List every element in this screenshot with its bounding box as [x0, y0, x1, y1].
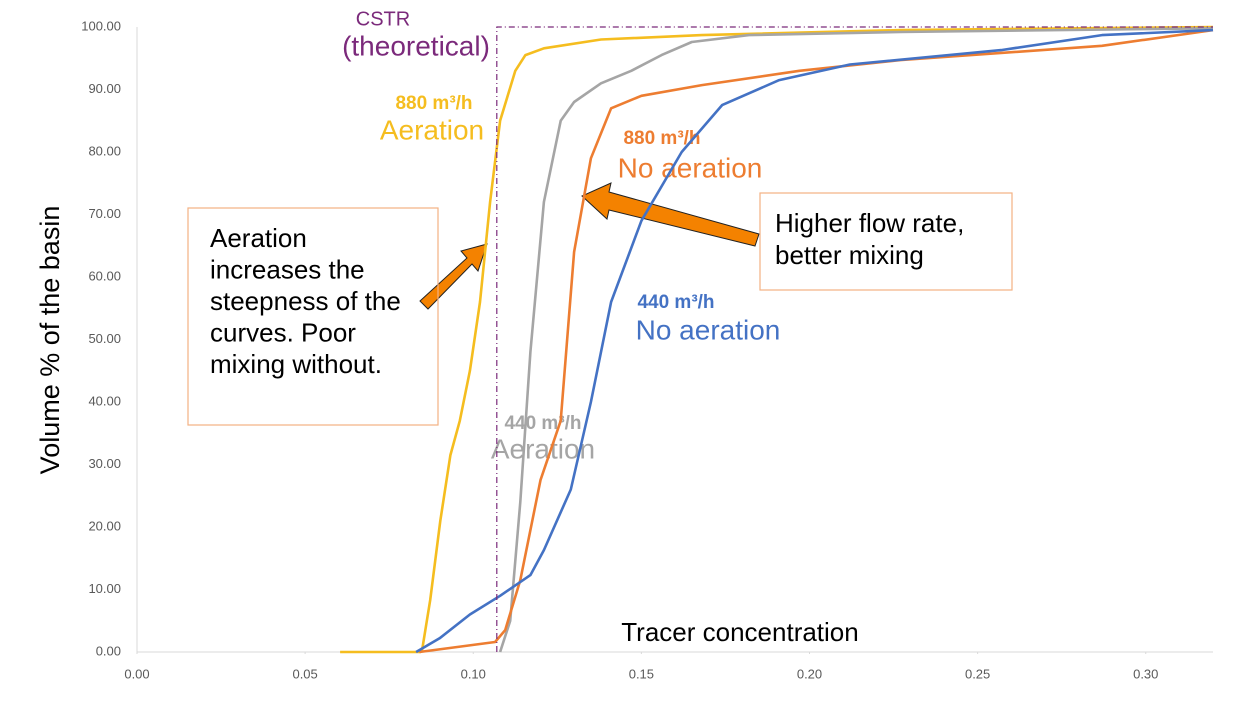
series-name: 440 m³/h [504, 413, 581, 434]
x-tick-label: 0.20 [797, 666, 822, 681]
y-tick-label: 40.00 [88, 393, 121, 408]
y-tick-label: 60.00 [88, 268, 121, 283]
series-name: 880 m³/h [623, 128, 700, 149]
y-tick-label: 50.00 [88, 331, 121, 346]
x-tick-label: 0.25 [965, 666, 990, 681]
y-tick-label: 20.00 [88, 518, 121, 533]
x-tick-label: 0.00 [124, 666, 149, 681]
y-tick-label: 100.00 [81, 18, 121, 33]
arrow [581, 182, 760, 247]
y-tick-label: 70.00 [88, 206, 121, 221]
series-name: CSTR [356, 8, 410, 30]
annotation-text: curves. Poor [210, 317, 356, 347]
annotation-text: Higher flow rate, [775, 208, 964, 238]
series-line [498, 27, 1214, 653]
y-tick-label: 0.00 [96, 643, 121, 658]
annotation-text: steepness of the [210, 286, 401, 316]
annotation-text: better mixing [775, 240, 924, 270]
annotation-text: Aeration [210, 223, 307, 253]
y-tick-label: 10.00 [88, 581, 121, 596]
y-tick-label: 90.00 [88, 81, 121, 96]
annotation-box [759, 192, 1013, 291]
annotation-box [187, 207, 439, 426]
series-label: No aeration [636, 314, 781, 345]
x-tick-label: 0.30 [1133, 666, 1158, 681]
x-tick-label: 0.05 [292, 666, 317, 681]
arrow [419, 243, 488, 310]
series-label: Aeration [380, 114, 484, 145]
x-tick-label: 0.15 [629, 666, 654, 681]
series-label: No aeration [618, 152, 763, 183]
series-line [415, 28, 1214, 654]
series-line [340, 25, 1214, 654]
series-name: 880 m³/h [395, 93, 472, 114]
y-tick-label: 30.00 [88, 456, 121, 471]
series-name: 440 m³/h [637, 292, 714, 313]
x-axis-title: Tracer concentration [621, 617, 858, 647]
annotation-text: mixing without. [210, 349, 382, 379]
annotation-text: increases the [210, 254, 365, 284]
y-axis-title: Volume % of the basin [35, 206, 65, 475]
series-line [496, 26, 1213, 652]
series-label: (theoretical) [342, 30, 490, 61]
y-tick-label: 80.00 [88, 143, 121, 158]
x-tick-label: 0.10 [461, 666, 486, 681]
